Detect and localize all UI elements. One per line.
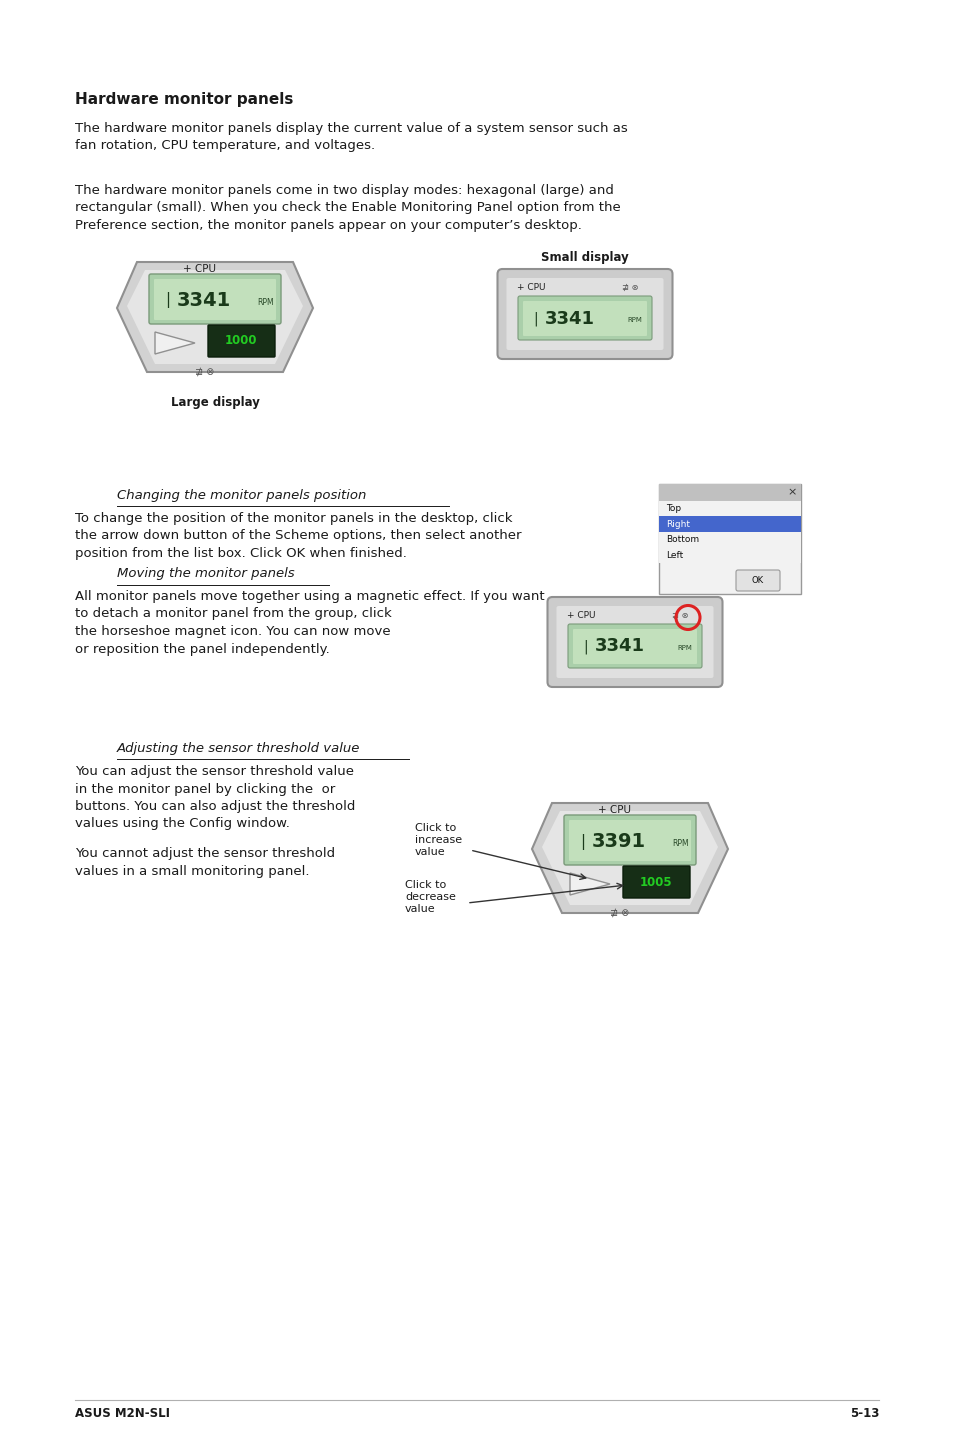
Polygon shape <box>569 873 609 894</box>
Text: ⋣ ⊗: ⋣ ⊗ <box>672 611 688 620</box>
Text: All monitor panels move together using a magnetic effect. If you want
to detach : All monitor panels move together using a… <box>75 590 544 656</box>
Text: 5-13: 5-13 <box>849 1406 878 1419</box>
Text: ⋣ ⊗: ⋣ ⊗ <box>195 367 214 377</box>
Text: You cannot adjust the sensor threshold
values in a small monitoring panel.: You cannot adjust the sensor threshold v… <box>75 847 335 877</box>
Text: 1000: 1000 <box>225 335 257 348</box>
FancyBboxPatch shape <box>573 628 697 664</box>
FancyBboxPatch shape <box>556 605 713 677</box>
FancyBboxPatch shape <box>735 569 780 591</box>
FancyBboxPatch shape <box>517 296 651 339</box>
Text: To change the position of the monitor panels in the desktop, click
the arrow dow: To change the position of the monitor pa… <box>75 512 521 559</box>
FancyBboxPatch shape <box>563 815 696 866</box>
FancyBboxPatch shape <box>659 548 801 564</box>
Text: RPM: RPM <box>677 646 691 651</box>
Text: 3341: 3341 <box>595 637 644 656</box>
Text: Left: Left <box>665 551 682 559</box>
Text: Click to
increase
value: Click to increase value <box>415 823 461 857</box>
Text: The hardware monitor panels display the current value of a system sensor such as: The hardware monitor panels display the … <box>75 122 627 152</box>
FancyBboxPatch shape <box>568 820 690 861</box>
Text: + CPU: + CPU <box>598 805 630 815</box>
Text: You can adjust the sensor threshold value
in the monitor panel by clicking the  : You can adjust the sensor threshold valu… <box>75 765 355 831</box>
FancyBboxPatch shape <box>522 301 646 336</box>
Text: RPM: RPM <box>626 316 641 324</box>
Text: ×: × <box>786 487 796 498</box>
FancyBboxPatch shape <box>153 279 275 321</box>
Text: |: | <box>533 311 537 326</box>
FancyBboxPatch shape <box>659 485 801 500</box>
Text: Adjusting the sensor threshold value: Adjusting the sensor threshold value <box>117 742 360 755</box>
FancyBboxPatch shape <box>547 597 721 687</box>
Text: 3341: 3341 <box>544 309 595 328</box>
Polygon shape <box>127 270 303 364</box>
Text: The hardware monitor panels come in two display modes: hexagonal (large) and
rec: The hardware monitor panels come in two … <box>75 184 620 232</box>
Text: |: | <box>582 640 587 654</box>
Text: RPM: RPM <box>256 299 274 308</box>
FancyBboxPatch shape <box>659 500 801 516</box>
Text: 1005: 1005 <box>639 876 672 889</box>
Text: Small display: Small display <box>540 252 628 265</box>
Text: + CPU: + CPU <box>183 265 215 275</box>
Polygon shape <box>532 802 727 913</box>
FancyBboxPatch shape <box>567 624 701 669</box>
Text: |: | <box>165 292 170 309</box>
Text: + CPU: + CPU <box>566 611 595 620</box>
Text: Large display: Large display <box>171 395 259 408</box>
Text: Changing the monitor panels position: Changing the monitor panels position <box>117 489 366 502</box>
Text: ⋣ ⊗: ⋣ ⊗ <box>621 283 639 292</box>
FancyBboxPatch shape <box>659 532 801 548</box>
Text: OK: OK <box>751 577 763 585</box>
FancyBboxPatch shape <box>659 516 801 532</box>
Polygon shape <box>117 262 313 372</box>
FancyBboxPatch shape <box>506 278 662 349</box>
Text: Hardware monitor panels: Hardware monitor panels <box>75 92 294 106</box>
Text: ASUS M2N-SLI: ASUS M2N-SLI <box>75 1406 170 1419</box>
Text: 3341: 3341 <box>177 290 231 311</box>
Polygon shape <box>154 332 194 354</box>
Polygon shape <box>541 811 718 905</box>
Text: 3391: 3391 <box>592 833 645 851</box>
FancyBboxPatch shape <box>622 866 689 897</box>
Text: Top: Top <box>665 505 680 513</box>
Text: Moving the monitor panels: Moving the monitor panels <box>117 567 294 580</box>
FancyBboxPatch shape <box>208 325 274 357</box>
Text: Click to
decrease
value: Click to decrease value <box>405 880 456 915</box>
FancyBboxPatch shape <box>497 269 672 360</box>
Text: Right: Right <box>665 519 689 529</box>
Text: ⋣ ⊗: ⋣ ⊗ <box>610 907 629 917</box>
Text: RPM: RPM <box>671 840 688 848</box>
FancyBboxPatch shape <box>659 485 801 594</box>
Text: + CPU: + CPU <box>517 283 545 292</box>
Text: |: | <box>579 834 584 850</box>
Text: Bottom: Bottom <box>665 535 699 544</box>
FancyBboxPatch shape <box>149 275 281 324</box>
